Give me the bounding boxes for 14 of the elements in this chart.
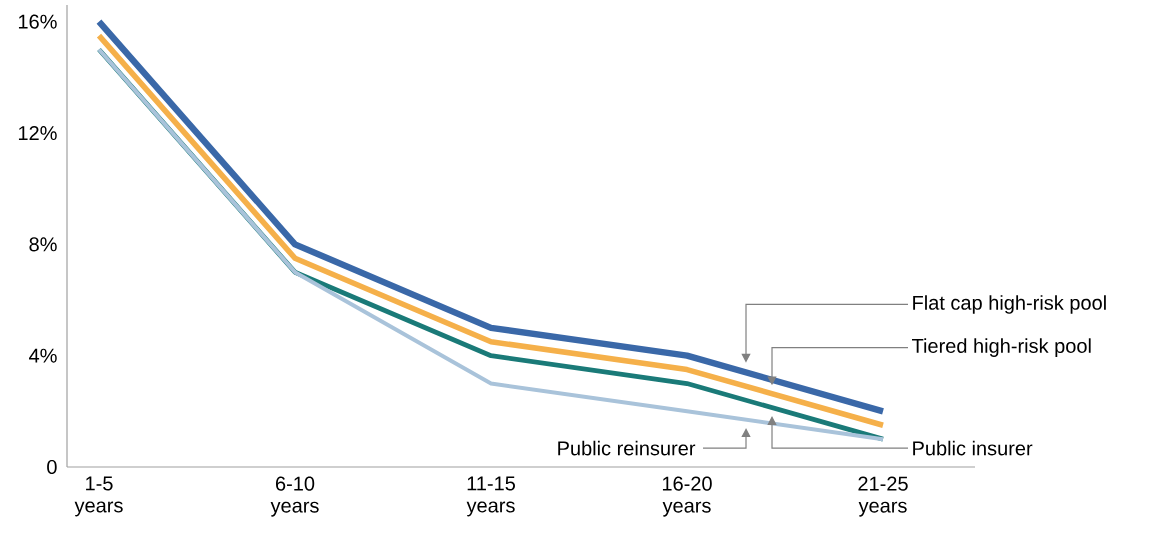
series-label: Public insurer [913, 440, 1033, 456]
y-tick-label: 8% [29, 237, 57, 252]
x-tick-label: 21-25 years [858, 476, 908, 517]
x-tick-label: 11-15 years [466, 476, 515, 517]
y-tick-label: 4% [29, 348, 57, 363]
y-tick-label: 12% [18, 125, 57, 141]
y-tick-label: 16% [18, 14, 57, 29]
x-tick-label: 1-5 years [74, 476, 123, 517]
x-tick-label: 6-10 years [270, 476, 319, 517]
text: Flat cap high-risk pool [913, 295, 1106, 314]
series-label: Public reinsurer [558, 440, 696, 456]
x-tick-label: 16-20 years [662, 476, 712, 517]
text: Tiered high-risk pool [912, 338, 1091, 357]
y-tick-label: 0 [47, 459, 57, 475]
